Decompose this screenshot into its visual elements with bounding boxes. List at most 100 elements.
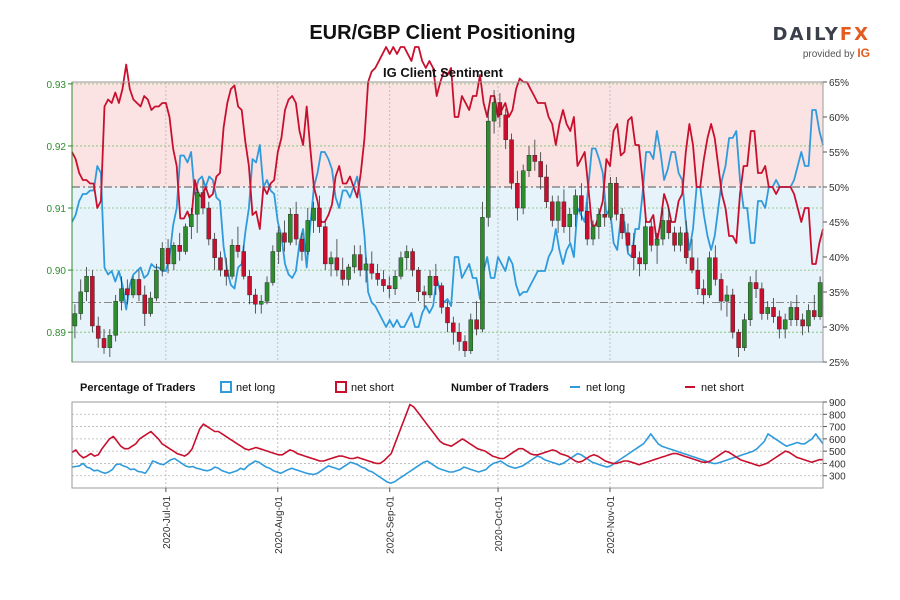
candle-body [614, 182, 619, 215]
candle-body [293, 214, 299, 240]
candle-body [608, 182, 613, 218]
candle-body [631, 245, 637, 258]
legend-pct-title: Percentage of Traders [80, 382, 196, 394]
candle-body [253, 294, 258, 305]
traders-count-lines [71, 403, 824, 484]
legend-pct-long-label: net long [236, 382, 275, 394]
candle-body [806, 310, 811, 327]
bottom-right-tick-label: 600 [829, 435, 846, 446]
candle-body [299, 238, 305, 252]
candle-body [771, 307, 776, 317]
candle-body [200, 192, 206, 209]
candle-body [317, 207, 322, 227]
candle-body [165, 248, 171, 265]
legend-num-long-label: net long [586, 382, 625, 394]
candle-body [649, 226, 654, 246]
candle-body [352, 254, 357, 268]
candle-body [742, 319, 747, 348]
candle-body [567, 214, 572, 227]
candle-body [701, 288, 706, 296]
candle-body [357, 254, 363, 271]
candle-body [718, 279, 724, 302]
subplot-title: IG Client Sentiment [383, 65, 504, 80]
candle-body [270, 251, 276, 283]
right-tick-label: 30% [829, 323, 849, 334]
candle-body [264, 282, 270, 302]
candle-body [392, 276, 398, 289]
x-tick-label: 2020-Aug-01 [274, 496, 285, 554]
left-tick-label: 0.91 [47, 204, 67, 215]
bottom-right-tick-label: 400 [829, 459, 846, 470]
candle-body [84, 276, 89, 293]
candle-body [462, 341, 468, 352]
candle-body [526, 155, 532, 171]
candle-body [119, 288, 124, 302]
candle-body [427, 276, 433, 296]
left-tick-label: 0.93 [47, 80, 67, 91]
candle-body [468, 319, 474, 352]
left-tick-label: 0.90 [47, 266, 67, 277]
candle-body [142, 294, 148, 314]
candle-body [625, 232, 631, 246]
candle-body [206, 207, 212, 240]
candle-body [148, 297, 153, 314]
candle-body [241, 251, 246, 277]
candle-body [171, 245, 177, 265]
legend-num-title: Number of Traders [451, 382, 549, 394]
chart-title: EUR/GBP Client Positioning [309, 22, 576, 44]
candle-body [177, 245, 182, 252]
candle-body [579, 195, 584, 212]
net-short-count-line [71, 403, 823, 467]
candle-body [276, 232, 281, 252]
candle-body [660, 220, 666, 240]
candle-body [555, 201, 561, 221]
right-tick-label: 35% [829, 288, 849, 299]
candle-body [456, 331, 462, 342]
candle-body [666, 220, 671, 234]
candle-body [584, 210, 590, 240]
candle-body [189, 214, 194, 227]
candle-body [759, 288, 765, 314]
candle-body [753, 282, 759, 289]
x-tick-label: 2020-Oct-01 [494, 496, 505, 552]
candle-body [282, 232, 287, 243]
candle-body [387, 285, 392, 289]
legend-pct-long-swatch [220, 381, 232, 393]
candle-body [288, 214, 293, 243]
bottom-panel-border [71, 401, 824, 489]
candle-body [520, 170, 526, 209]
candle-body [95, 325, 101, 339]
candle-body [619, 214, 625, 234]
candle-body [328, 257, 334, 265]
candle-body [311, 207, 316, 221]
candle-body [480, 217, 485, 330]
candle-body [765, 307, 770, 314]
right-tick-label: 50% [829, 183, 849, 194]
candle-body [782, 319, 788, 330]
left-tick-label: 0.92 [47, 142, 67, 153]
candle-body [817, 282, 823, 317]
candle-body [683, 232, 689, 258]
candle-body [125, 288, 130, 296]
candle-body [788, 307, 794, 320]
candle-body [561, 201, 567, 227]
candle-body [439, 285, 444, 308]
candle-body [503, 114, 508, 140]
candle-body [707, 257, 712, 296]
candle-body [637, 257, 642, 265]
candle-body [369, 263, 375, 274]
candle-body [713, 257, 718, 280]
candle-body [363, 263, 369, 271]
left-axis-ticks: 0.93 0.92 0.91 0.90 0.89 [47, 80, 72, 339]
candle-body [672, 232, 677, 246]
legend-pct-short-label: net short [351, 382, 394, 394]
candle-body [416, 269, 421, 293]
candle-body [136, 279, 142, 296]
candle-body [410, 251, 415, 271]
candle-body [451, 322, 456, 333]
bottom-right-tick-label: 900 [829, 398, 846, 409]
x-tick-label: 2020-Nov-01 [606, 496, 617, 554]
candle-body [218, 257, 223, 271]
